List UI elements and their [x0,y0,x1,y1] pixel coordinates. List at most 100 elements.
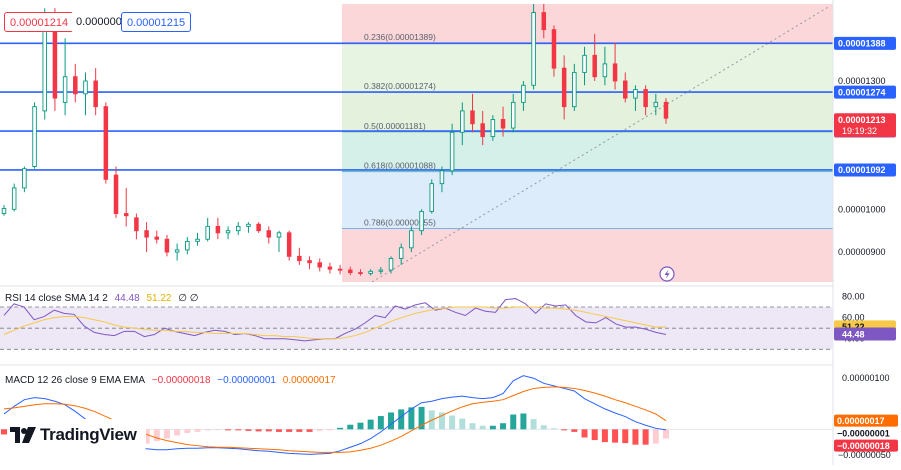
candle [460,102,465,146]
price-axis: 0.00001300 0.00001000 0.00000900 0.00001388… [834,36,896,257]
ask-price-box[interactable]: 0.00001215 [121,12,192,32]
svg-text:0.00001388: 0.00001388 [838,39,886,49]
rsi-tick-0: 80.00 [842,291,865,301]
candle [470,93,475,133]
price-tick-1: 0.00001000 [838,204,886,214]
macd-hist-bar [153,429,160,442]
candle [246,222,251,233]
bid-price-box[interactable]: 0.00001214 [4,12,75,32]
fib-zone-5 [342,228,833,282]
macd-legend-signal: 0.00000017 [282,375,336,386]
price-tick-0: 0.00001300 [838,76,886,86]
macd-hist-bar [225,429,232,431]
candlesticks [1,4,669,276]
macd-hist-bar [214,429,221,431]
candle [358,269,363,276]
svg-text:44.48: 44.48 [842,329,865,339]
macd-hist-bar [286,429,293,432]
candle [73,63,78,103]
lightning-icon[interactable] [659,266,675,282]
candle [32,102,37,169]
candle [307,256,312,270]
macd-axis-label: −0.00000001 [834,427,898,440]
rsi-axis-label: 44.48 [834,327,896,341]
candle [154,230,160,244]
candle [409,226,414,253]
macd-hist-bar [459,418,466,430]
macd-hist-bar [337,427,344,430]
rsi-legend-name: RSI 14 close SMA 14 2 [5,293,108,304]
macd-hist-bar [174,429,181,436]
macd-hist-bar [255,429,262,432]
macd-hist-bar [438,412,445,430]
candle [623,72,628,103]
macd-hist-bar [388,412,395,430]
macd-hist-bar [489,425,496,430]
fib-zone-0 [342,4,833,43]
tradingview-mark-icon [10,427,36,443]
tradingview-logo[interactable]: TradingView [10,419,146,451]
macd-hist-bar [500,423,507,430]
last-price-value: 0.00001213 [838,115,886,125]
macd-hist-bar [1,429,7,435]
svg-text:0.00000017: 0.00000017 [837,416,885,426]
macd-hist-bar [479,425,486,430]
macd-hist-bar [622,429,629,444]
candle [337,264,343,275]
macd-legend-hist: −0.00000018 [151,375,211,386]
candle [134,213,139,240]
rsi-legend-value: 44.48 [114,293,140,304]
candle [521,80,526,111]
fib-label-4: 0.786(0.00000955) [364,218,436,228]
macd-hist-bar [245,429,252,431]
candle [663,98,669,124]
price-tick-2: 0.00000900 [838,247,886,257]
macd-legend[interactable]: MACD 12 26 close 9 EMA EMA −0.00000018 −… [5,375,340,386]
macd-hist-bar [326,429,333,431]
candle [276,230,282,253]
candle [256,222,261,233]
macd-hist-axis-label: −0.00000018 [834,439,898,452]
candle [612,42,618,90]
macd-hist-bar [520,413,527,430]
candle [225,226,231,240]
macd-hist-bar [469,423,476,430]
candle [317,258,322,272]
macd-hist-bar [663,429,669,439]
macd-hist-bar [601,429,608,443]
svg-text:−0.00000001: −0.00000001 [837,428,890,438]
candle [500,106,506,137]
macd-hist-bar [143,429,150,444]
candle-countdown: 19:19:32 [842,126,877,136]
macd-hist-bar [612,429,619,443]
candle [561,55,567,120]
candle [164,234,170,257]
candle [531,4,536,90]
candle [572,63,577,111]
macd-hist-bar [377,416,384,430]
rsi-legend[interactable]: RSI 14 close SMA 14 2 44.48 51.22 ∅ ∅ [5,293,202,304]
candle [449,123,455,176]
fib-zone-2 [342,92,833,132]
hline-axis-label-3: 0.00001092 [834,163,896,177]
candle [215,217,221,240]
candle [602,46,608,86]
macd-hist-bar [275,429,282,432]
candle [480,110,485,146]
macd-hist-bar [316,429,323,431]
horizontal-lines [0,42,833,171]
hline-axis-label-1: 0.00001274 [834,85,896,99]
candle [582,46,587,86]
candle [348,266,353,276]
macd-hist-bar [449,415,456,430]
macd-legend-name: MACD 12 26 close 9 EMA EMA [5,375,146,386]
macd-legend-macd: −0.00000001 [217,375,276,386]
macd-hist-bar [367,419,374,430]
candle [510,93,516,133]
candle [297,247,302,265]
candle [123,187,129,227]
macd-hist-bar [265,429,272,432]
macd-hist-bar [530,419,537,430]
